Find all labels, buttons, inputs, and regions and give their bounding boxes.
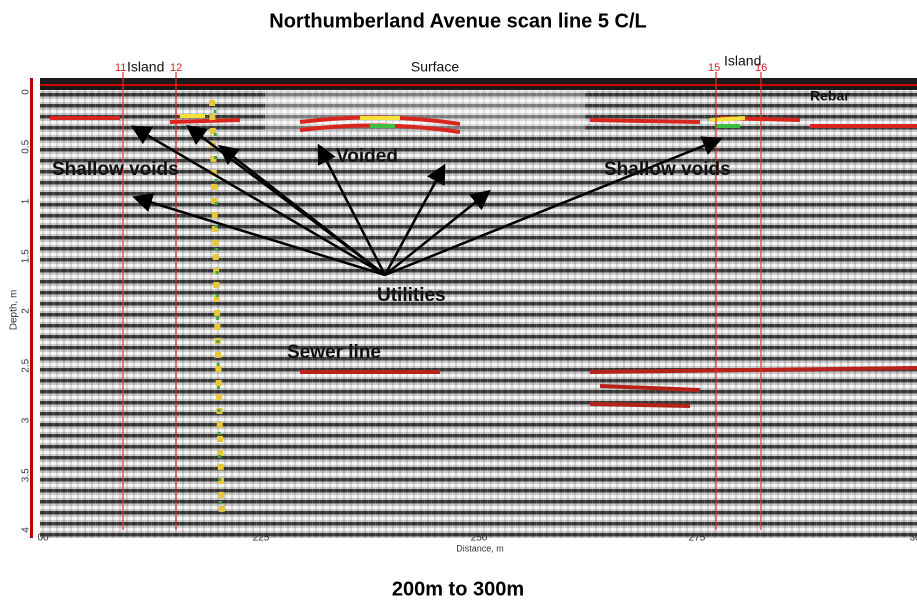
arrow <box>132 192 386 277</box>
texture <box>40 78 917 538</box>
annotation: Rebar <box>810 88 850 104</box>
arrow <box>383 163 446 276</box>
y-tick-label: 3.5 <box>21 468 32 482</box>
y-axis-label: Depth, m <box>9 290 20 331</box>
marker-label: 16 <box>755 62 767 74</box>
x-tick-label: 275 <box>689 533 706 544</box>
y-tick-label: 0 <box>21 89 32 95</box>
radargram <box>30 78 917 538</box>
x-axis-label: Distance, m <box>456 543 504 553</box>
marker-label: 12 <box>170 62 182 74</box>
marker-label: 15 <box>708 62 720 74</box>
arrow <box>384 189 491 276</box>
annotation: Voided <box>336 146 398 167</box>
arrow <box>317 143 387 276</box>
annotation: Utilities <box>377 285 446 306</box>
arrow <box>130 125 386 277</box>
y-tick-label: 2.5 <box>21 358 32 372</box>
y-axis: 0 0.5 1 1.5 2 2.5 3 3.5 4 <box>21 89 32 533</box>
surface-line <box>40 84 917 86</box>
annotation: Island <box>724 53 761 69</box>
x-axis: 00 225 250 275 30 <box>37 533 917 544</box>
shadow <box>265 90 585 130</box>
annotation: Sewer line <box>287 342 381 363</box>
y-tick-label: 4 <box>21 527 32 533</box>
annotation: Island <box>127 59 164 75</box>
annotation: Shallow voids <box>52 159 179 180</box>
left-border <box>30 78 33 538</box>
y-tick-label: 2 <box>21 308 32 314</box>
y-tick-label: 0.5 <box>21 139 32 153</box>
arrows <box>130 124 723 277</box>
x-tick-label: 225 <box>253 533 270 544</box>
caption: 200m to 300m <box>392 578 524 600</box>
x-tick-label: 30 <box>909 533 917 544</box>
title: Northumberland Avenue scan line 5 C/L <box>269 10 646 32</box>
hot-reflections <box>50 99 917 521</box>
y-tick-label: 1 <box>21 198 32 204</box>
arrow <box>384 136 723 277</box>
arrow <box>218 144 386 276</box>
x-tick-label: 00 <box>37 533 49 544</box>
x-tick-label: 250 <box>471 533 488 544</box>
y-tick-label: 1.5 <box>21 249 32 263</box>
marker-label: 11 <box>115 62 126 74</box>
annotation: Shallow voids <box>604 159 731 180</box>
annotation: Surface <box>411 59 459 75</box>
y-tick-label: 3 <box>21 417 32 423</box>
